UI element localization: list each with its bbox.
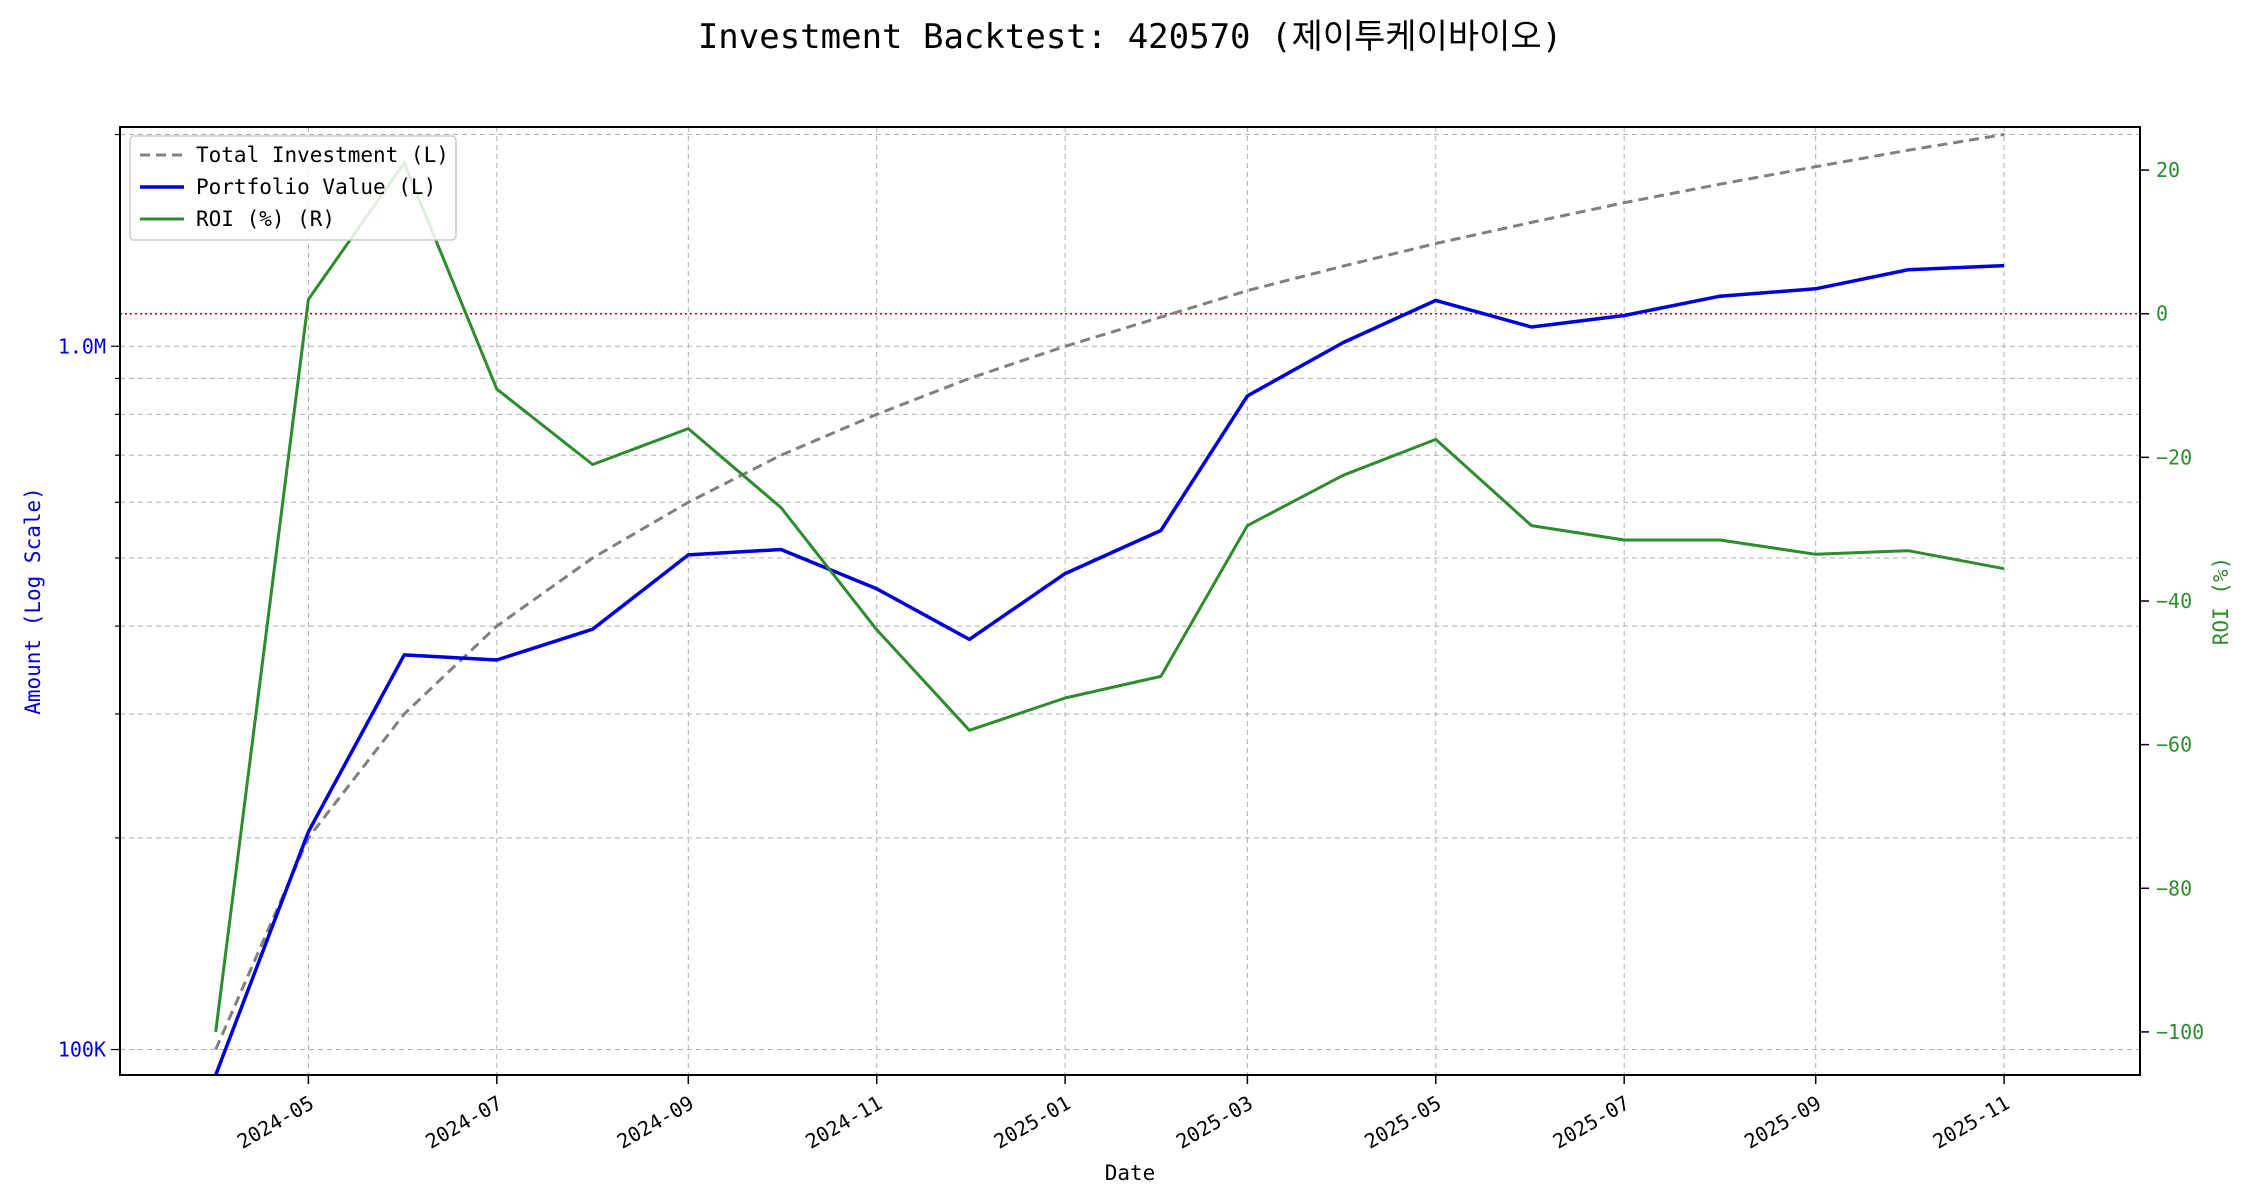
roi-line bbox=[214, 161, 2005, 1033]
total-investment-line bbox=[214, 133, 2005, 1051]
legend-label-portfolio-value: Portfolio Value (L) bbox=[196, 175, 436, 199]
y-right-tick-label: 20 bbox=[2156, 158, 2180, 182]
legend-label-roi: ROI (%) (R) bbox=[196, 207, 335, 231]
y-right-tick-label: −20 bbox=[2156, 445, 2192, 469]
portfolio-value-line bbox=[214, 263, 2005, 1076]
legend: Total Investment (L) Portfolio Value (L)… bbox=[129, 135, 457, 241]
y-right-tick-label: −100 bbox=[2156, 1020, 2204, 1044]
legend-box bbox=[129, 135, 457, 241]
y-left-tick-label: 100K bbox=[58, 1038, 106, 1062]
y-axis-left: 100K 1.0M bbox=[58, 133, 120, 1062]
y-right-tick-label: −80 bbox=[2156, 876, 2192, 900]
series-layer bbox=[214, 133, 2005, 1076]
y-axis-left-label: Amount (Log Scale) bbox=[21, 487, 45, 715]
y-right-tick-label: −60 bbox=[2156, 733, 2192, 757]
grid bbox=[120, 127, 2140, 1075]
y-right-tick-label: −40 bbox=[2156, 589, 2192, 613]
y-axis-right-label: ROI (%) bbox=[2209, 557, 2233, 646]
chart-title: Investment Backtest: 420570 (제이투케이바이오) bbox=[698, 17, 1562, 57]
y-right-tick-label: 0 bbox=[2156, 302, 2168, 326]
legend-label-total-investment: Total Investment (L) bbox=[196, 143, 449, 167]
y-left-tick-label: 1.0M bbox=[58, 334, 106, 358]
x-axis-label: Date bbox=[1105, 1161, 1156, 1185]
y-axis-right: 20 0 −20 −40 −60 −80 −100 bbox=[2140, 158, 2204, 1044]
